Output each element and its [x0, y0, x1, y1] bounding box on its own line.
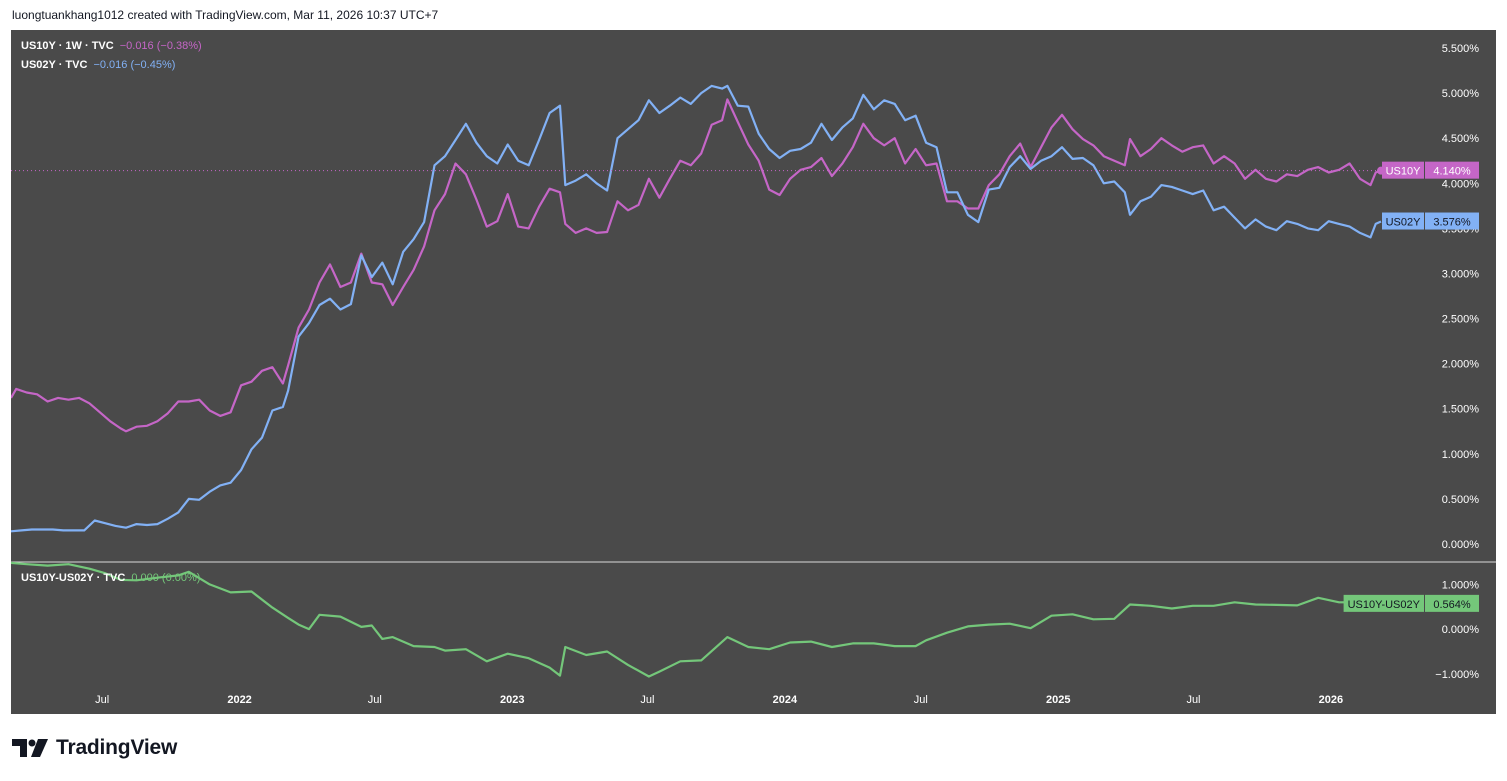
- spread-y-tick-label: 1.000%: [1442, 579, 1480, 591]
- last-label-name: US10Y-US02Y: [1348, 599, 1421, 611]
- x-tick-label: Jul: [368, 694, 382, 706]
- main-y-tick-label: 3.000%: [1442, 268, 1480, 280]
- legend-us10y-label: US10Y · 1W · TVC: [21, 40, 114, 52]
- time-axis[interactable]: Jul 2022 Jul 2023 Jul 2024 Jul 2025 Jul 2026: [95, 694, 1343, 706]
- legend-spread-change: 0.000 (0.00%): [131, 572, 201, 584]
- main-y-tick-label: 0.500%: [1442, 494, 1480, 506]
- main-y-tick-label: 0.000%: [1442, 539, 1480, 551]
- main-y-tick-label: 5.500%: [1442, 43, 1480, 55]
- legend-us02y-label: US02Y · TVC: [21, 59, 88, 71]
- last-label-name: US02Y: [1386, 217, 1422, 229]
- series-line-spread[interactable]: [11, 561, 1382, 678]
- attribution-text: luongtuankhang1012 created with TradingV…: [12, 8, 439, 22]
- x-tick-label: Jul: [95, 694, 109, 706]
- main-y-tick-label: 5.000%: [1442, 88, 1480, 100]
- main-y-tick-label: 2.500%: [1442, 314, 1480, 326]
- last-label-spread: US10Y-US02Y 0.564%: [1343, 594, 1479, 612]
- chart-svg[interactable]: 5.500%5.000%4.500%4.000%3.500%3.000%2.50…: [11, 30, 1496, 714]
- main-y-tick-label: 1.500%: [1442, 404, 1480, 416]
- main-y-tick-label: 1.000%: [1442, 449, 1480, 461]
- legend-us10y-change: −0.016 (−0.38%): [119, 40, 202, 52]
- legend-us10y[interactable]: US10Y · 1W · TVC −0.016 (−0.38%): [21, 40, 202, 52]
- legend-spread[interactable]: US10Y-US02Y · TVC 0.000 (0.00%): [21, 572, 200, 584]
- spread-pane[interactable]: [11, 561, 1382, 678]
- x-tick-label: Jul: [1186, 694, 1200, 706]
- last-label-name-bg: [1343, 594, 1424, 612]
- main-pane[interactable]: [11, 84, 1439, 533]
- main-y-tick-label: 4.500%: [1442, 133, 1480, 145]
- legend-us02y-change: −0.016 (−0.45%): [93, 59, 176, 71]
- last-label-name-bg: [1382, 161, 1424, 179]
- last-label-value-bg: [1425, 212, 1479, 230]
- series-line-us10y[interactable]: [11, 98, 1382, 433]
- last-label-us02y: US02Y 3.576%: [1382, 212, 1479, 230]
- x-tick-label-year: 2025: [1046, 694, 1070, 706]
- chart-frame[interactable]: 5.500%5.000%4.500%4.000%3.500%3.000%2.50…: [11, 30, 1496, 714]
- spread-price-axis[interactable]: 1.000% 0.000% −1.000%: [1435, 579, 1479, 680]
- spread-y-tick-label: −1.000%: [1435, 669, 1479, 681]
- x-tick-label-year: 2026: [1319, 694, 1343, 706]
- x-tick-label-year: 2023: [500, 694, 524, 706]
- tradingview-logo-icon: [12, 739, 48, 757]
- x-tick-label-year: 2022: [227, 694, 251, 706]
- last-label-value: 3.576%: [1433, 217, 1471, 229]
- last-label-name: US10Y: [1386, 166, 1422, 178]
- tradingview-brand[interactable]: TradingView: [12, 736, 177, 760]
- last-label-name-bg: [1382, 212, 1424, 230]
- last-label-value-bg: [1425, 594, 1479, 612]
- legend-spread-label: US10Y-US02Y · TVC: [21, 572, 126, 584]
- last-label-value-bg: [1425, 161, 1479, 179]
- x-tick-label: Jul: [914, 694, 928, 706]
- last-label-us10y: US10Y 4.140%: [1382, 161, 1479, 179]
- x-tick-label-year: 2024: [773, 694, 798, 706]
- last-value-labels: US10Y 4.140% US02Y 3.576% US10Y-US02Y 0.564%: [1343, 161, 1479, 612]
- last-label-value: 4.140%: [1433, 166, 1471, 178]
- last-label-value: 0.564%: [1433, 599, 1471, 611]
- main-y-tick-label: 2.000%: [1442, 359, 1480, 371]
- series-line-us02y[interactable]: [11, 84, 1382, 533]
- legend-us02y[interactable]: US02Y · TVC −0.016 (−0.45%): [21, 59, 175, 71]
- spread-y-tick-label: 0.000%: [1442, 624, 1480, 636]
- brand-name: TradingView: [56, 736, 178, 759]
- x-tick-label: Jul: [640, 694, 654, 706]
- main-y-tick-label: 4.000%: [1442, 178, 1480, 190]
- main-price-axis[interactable]: 5.500%5.000%4.500%4.000%3.500%3.000%2.50…: [1442, 43, 1480, 551]
